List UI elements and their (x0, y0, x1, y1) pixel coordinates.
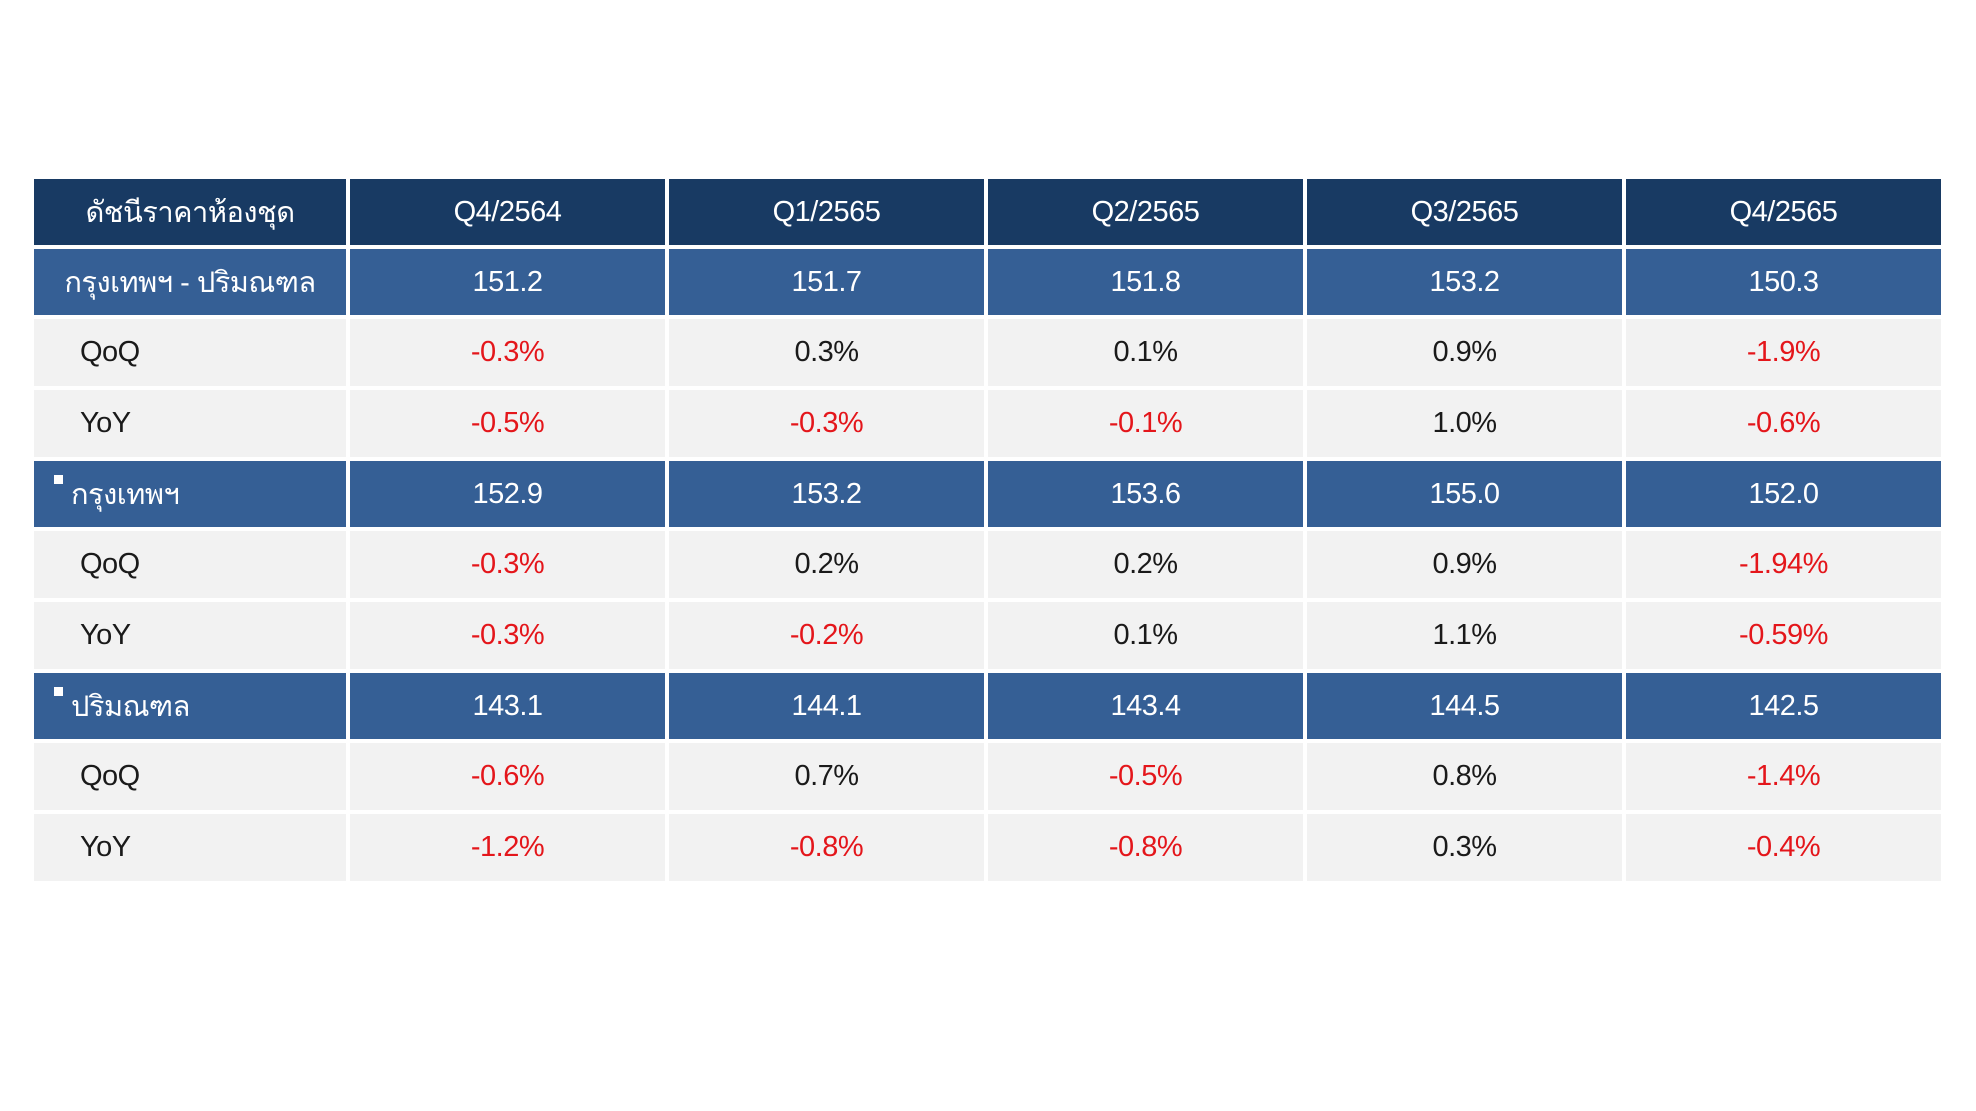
header-quarter-cell: Q4/2564 (350, 179, 665, 245)
table-header-row: ดัชนีราคาห้องชุด Q4/2564 Q1/2565 Q2/2565… (34, 179, 1941, 245)
yoy-value-cell: -0.8% (988, 814, 1303, 881)
header-label-cell: ดัชนีราคาห้องชุด (34, 179, 346, 245)
yoy-value-cell: 1.0% (1307, 390, 1622, 457)
region-label-cell: ปริมณฑล (34, 673, 346, 739)
header-quarter-cell: Q3/2565 (1307, 179, 1622, 245)
qoq-value-cell: 0.9% (1307, 531, 1622, 598)
yoy-value-cell: -0.8% (669, 814, 984, 881)
index-value-cell: 150.3 (1626, 249, 1941, 315)
header-quarter-cell: Q4/2565 (1626, 179, 1941, 245)
qoq-value-cell: -0.3% (350, 531, 665, 598)
header-quarter-cell: Q1/2565 (669, 179, 984, 245)
region-label-cell: กรุงเทพฯ (34, 461, 346, 527)
region-name: กรุงเทพฯ - ปริมณฑล (64, 267, 316, 299)
yoy-value-cell: 0.3% (1307, 814, 1622, 881)
qoq-value-cell: -0.5% (988, 743, 1303, 810)
qoq-value-cell: -0.6% (350, 743, 665, 810)
yoy-row: YoY -0.5% -0.3% -0.1% 1.0% -0.6% (34, 390, 1941, 457)
region-name: ปริมณฑล (71, 691, 190, 723)
index-row: กรุงเทพฯ 152.9 153.2 153.6 155.0 152.0 (34, 461, 1941, 527)
header-quarter-cell: Q2/2565 (988, 179, 1303, 245)
index-value-cell: 153.2 (669, 461, 984, 527)
table-body: กรุงเทพฯ - ปริมณฑล 151.2 151.7 151.8 153.2 15… (34, 249, 1941, 881)
yoy-label-cell: YoY (34, 390, 346, 457)
index-value-cell: 152.9 (350, 461, 665, 527)
yoy-row: YoY -1.2% -0.8% -0.8% 0.3% -0.4% (34, 814, 1941, 881)
yoy-value-cell: 0.1% (988, 602, 1303, 669)
index-value-cell: 152.0 (1626, 461, 1941, 527)
qoq-label-cell: QoQ (34, 743, 346, 810)
qoq-value-cell: 0.2% (669, 531, 984, 598)
qoq-value-cell: -1.4% (1626, 743, 1941, 810)
yoy-label-cell: YoY (34, 814, 346, 881)
index-value-cell: 155.0 (1307, 461, 1622, 527)
qoq-row: QoQ -0.6% 0.7% -0.5% 0.8% -1.4% (34, 743, 1941, 810)
index-value-cell: 151.7 (669, 249, 984, 315)
index-row: กรุงเทพฯ - ปริมณฑล 151.2 151.7 151.8 153.2 15… (34, 249, 1941, 315)
qoq-value-cell: 0.3% (669, 319, 984, 386)
qoq-value-cell: 0.1% (988, 319, 1303, 386)
qoq-value-cell: 0.8% (1307, 743, 1622, 810)
qoq-value-cell: 0.2% (988, 531, 1303, 598)
region-name: กรุงเทพฯ (71, 479, 180, 511)
qoq-label-cell: QoQ (34, 319, 346, 386)
index-value-cell: 142.5 (1626, 673, 1941, 739)
yoy-value-cell: -0.59% (1626, 602, 1941, 669)
index-value-cell: 151.8 (988, 249, 1303, 315)
yoy-value-cell: -0.3% (669, 390, 984, 457)
bullet-icon (54, 687, 63, 696)
qoq-value-cell: 0.7% (669, 743, 984, 810)
yoy-value-cell: -0.6% (1626, 390, 1941, 457)
index-value-cell: 153.2 (1307, 249, 1622, 315)
qoq-label-cell: QoQ (34, 531, 346, 598)
yoy-value-cell: -1.2% (350, 814, 665, 881)
index-value-cell: 144.5 (1307, 673, 1622, 739)
qoq-value-cell: -1.94% (1626, 531, 1941, 598)
yoy-value-cell: -0.5% (350, 390, 665, 457)
yoy-row: YoY -0.3% -0.2% 0.1% 1.1% -0.59% (34, 602, 1941, 669)
index-value-cell: 144.1 (669, 673, 984, 739)
yoy-value-cell: -0.2% (669, 602, 984, 669)
qoq-row: QoQ -0.3% 0.2% 0.2% 0.9% -1.94% (34, 531, 1941, 598)
yoy-label-cell: YoY (34, 602, 346, 669)
index-value-cell: 151.2 (350, 249, 665, 315)
index-value-cell: 143.4 (988, 673, 1303, 739)
bullet-icon (54, 475, 63, 484)
index-value-cell: 153.6 (988, 461, 1303, 527)
condo-price-index-table: ดัชนีราคาห้องชุด Q4/2564 Q1/2565 Q2/2565… (30, 175, 1945, 885)
qoq-value-cell: -1.9% (1626, 319, 1941, 386)
qoq-row: QoQ -0.3% 0.3% 0.1% 0.9% -1.9% (34, 319, 1941, 386)
qoq-value-cell: -0.3% (350, 319, 665, 386)
yoy-value-cell: -0.4% (1626, 814, 1941, 881)
yoy-value-cell: 1.1% (1307, 602, 1622, 669)
qoq-value-cell: 0.9% (1307, 319, 1622, 386)
yoy-value-cell: -0.1% (988, 390, 1303, 457)
index-value-cell: 143.1 (350, 673, 665, 739)
region-label-cell: กรุงเทพฯ - ปริมณฑล (34, 249, 346, 315)
yoy-value-cell: -0.3% (350, 602, 665, 669)
index-row: ปริมณฑล 143.1 144.1 143.4 144.5 142.5 (34, 673, 1941, 739)
